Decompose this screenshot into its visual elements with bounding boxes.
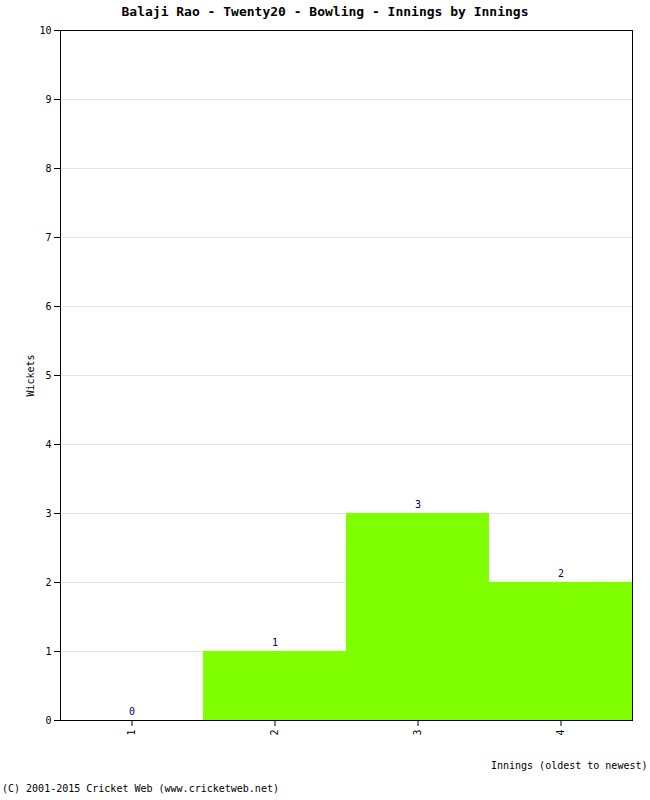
svg-text:3: 3 [45, 508, 51, 519]
svg-text:7: 7 [45, 232, 51, 243]
svg-text:5: 5 [45, 370, 51, 381]
svg-text:9: 9 [45, 94, 51, 105]
svg-text:1: 1 [272, 637, 278, 648]
svg-text:2: 2 [45, 577, 51, 588]
svg-text:2: 2 [558, 568, 564, 579]
svg-text:Wickets: Wickets [25, 354, 36, 396]
svg-text:0: 0 [129, 706, 135, 717]
html-text:Balaji Rao - Twenty20 - Bowlin: Balaji Rao - Twenty20 - Bowling - Inning… [121, 4, 529, 19]
svg-text:4: 4 [45, 439, 51, 450]
svg-text:3: 3 [412, 730, 423, 736]
svg-text:2: 2 [269, 730, 280, 736]
svg-text:0: 0 [45, 715, 51, 726]
svg-text:6: 6 [45, 301, 51, 312]
svg-text:3: 3 [415, 499, 421, 510]
html-text:(C) 2001-2015 Cricket Web (www: (C) 2001-2015 Cricket Web (www.cricketwe… [2, 783, 279, 794]
svg-text:8: 8 [45, 163, 51, 174]
svg-text:Innings (oldest to newest): Innings (oldest to newest) [491, 760, 648, 771]
svg-text:4: 4 [555, 730, 566, 736]
svg-text:1: 1 [126, 730, 137, 736]
svg-text:10: 10 [39, 25, 51, 36]
svg-text:1: 1 [45, 646, 51, 657]
